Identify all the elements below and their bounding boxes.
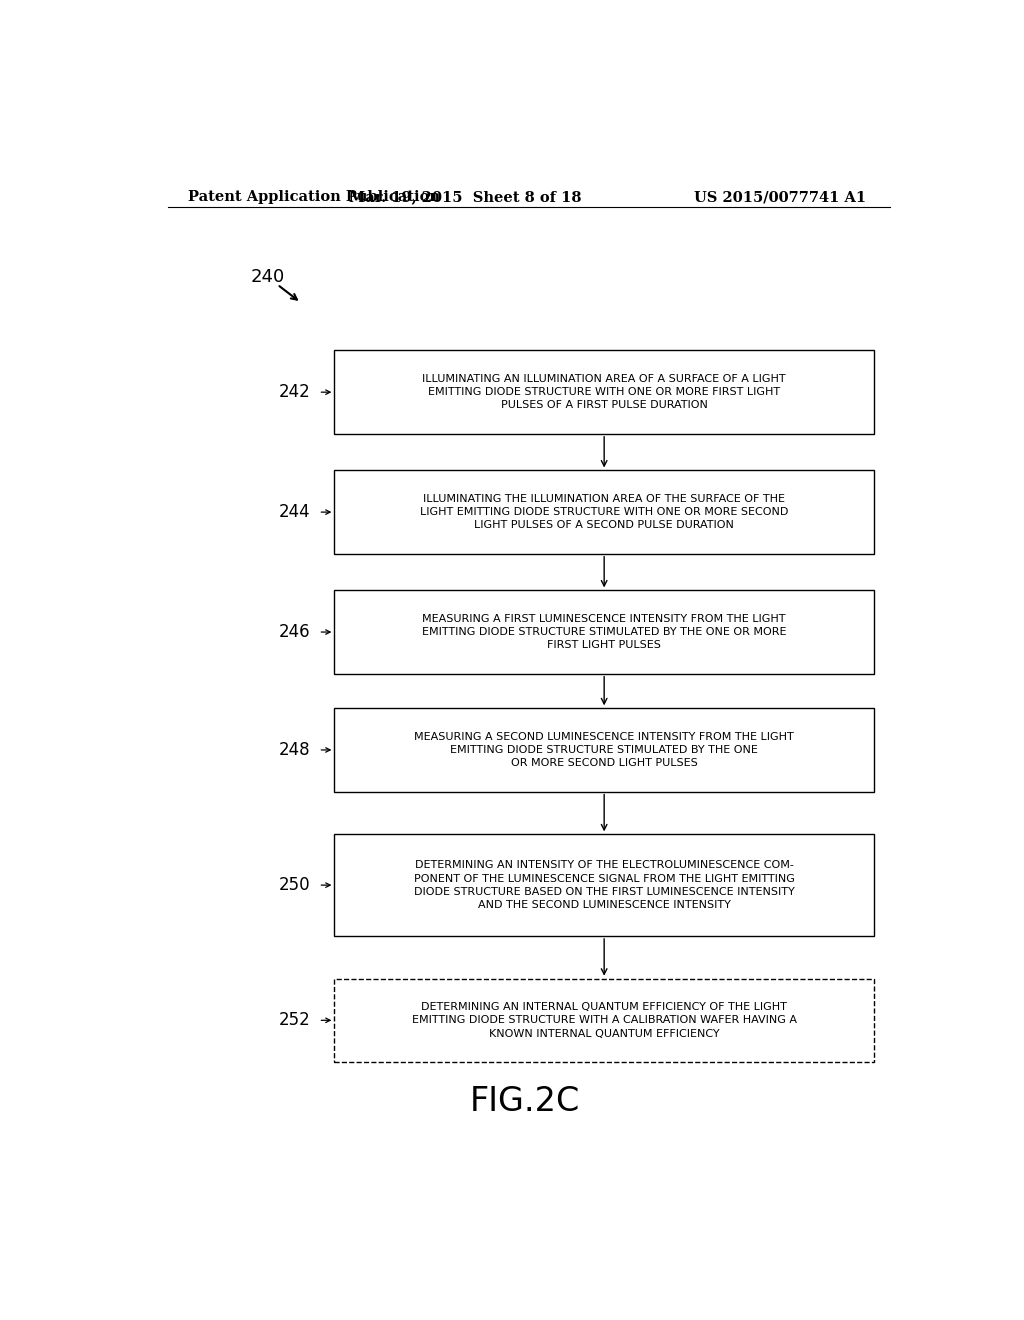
Text: Mar. 19, 2015  Sheet 8 of 18: Mar. 19, 2015 Sheet 8 of 18 (349, 190, 582, 205)
Text: 252: 252 (279, 1011, 310, 1030)
Bar (334, 590, 873, 673)
Text: Patent Application Publication: Patent Application Publication (187, 190, 439, 205)
Bar (334, 709, 873, 792)
Bar (334, 834, 873, 936)
Bar (334, 351, 873, 434)
Text: 250: 250 (279, 876, 310, 894)
Text: 242: 242 (279, 383, 310, 401)
Text: US 2015/0077741 A1: US 2015/0077741 A1 (694, 190, 866, 205)
Bar (334, 470, 873, 554)
Text: 244: 244 (279, 503, 310, 521)
Text: DETERMINING AN INTENSITY OF THE ELECTROLUMINESCENCE COM-
PONENT OF THE LUMINESCE: DETERMINING AN INTENSITY OF THE ELECTROL… (414, 861, 795, 909)
Text: FIG.2C: FIG.2C (470, 1085, 580, 1118)
Bar (334, 978, 873, 1063)
Text: MEASURING A SECOND LUMINESCENCE INTENSITY FROM THE LIGHT
EMITTING DIODE STRUCTUR: MEASURING A SECOND LUMINESCENCE INTENSIT… (415, 731, 794, 768)
Text: 246: 246 (279, 623, 310, 642)
Text: DETERMINING AN INTERNAL QUANTUM EFFICIENCY OF THE LIGHT
EMITTING DIODE STRUCTURE: DETERMINING AN INTERNAL QUANTUM EFFICIEN… (412, 1002, 797, 1039)
Text: MEASURING A FIRST LUMINESCENCE INTENSITY FROM THE LIGHT
EMITTING DIODE STRUCTURE: MEASURING A FIRST LUMINESCENCE INTENSITY… (422, 614, 786, 651)
Text: ILLUMINATING AN ILLUMINATION AREA OF A SURFACE OF A LIGHT
EMITTING DIODE STRUCTU: ILLUMINATING AN ILLUMINATION AREA OF A S… (422, 374, 786, 411)
Text: 240: 240 (251, 268, 286, 286)
Text: ILLUMINATING THE ILLUMINATION AREA OF THE SURFACE OF THE
LIGHT EMITTING DIODE ST: ILLUMINATING THE ILLUMINATION AREA OF TH… (420, 494, 788, 531)
Text: 248: 248 (279, 741, 310, 759)
